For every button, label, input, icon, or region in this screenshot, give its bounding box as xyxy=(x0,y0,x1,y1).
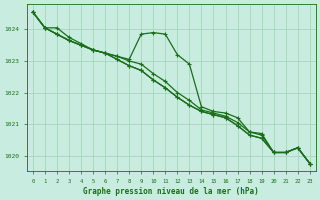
X-axis label: Graphe pression niveau de la mer (hPa): Graphe pression niveau de la mer (hPa) xyxy=(84,187,259,196)
